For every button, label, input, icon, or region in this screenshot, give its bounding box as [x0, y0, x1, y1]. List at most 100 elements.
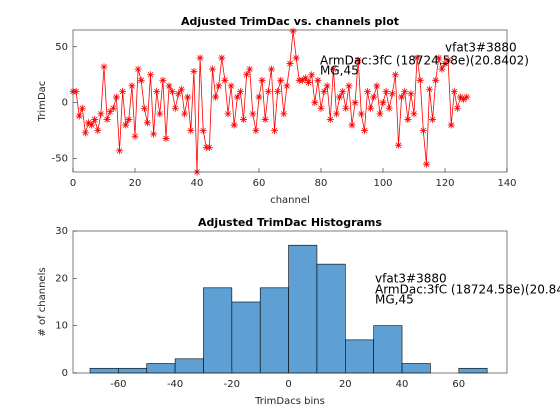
histogram-bar [401, 363, 431, 374]
star-marker [388, 90, 396, 98]
histogram-bar [203, 287, 233, 374]
star-marker [289, 27, 297, 35]
star-marker [91, 115, 99, 123]
star-marker [271, 127, 278, 135]
star-marker [413, 54, 421, 62]
star-marker [444, 56, 452, 64]
star-marker [360, 127, 368, 135]
axes-box [72, 230, 508, 374]
star-marker [97, 110, 105, 118]
star-marker [391, 71, 399, 79]
star-marker [398, 93, 406, 101]
star-marker [419, 127, 427, 135]
star-marker [314, 76, 322, 84]
star-marker [181, 110, 189, 118]
x-tick-label: 40 [191, 178, 204, 189]
star-marker [429, 115, 437, 123]
x-tick-label: 0 [285, 379, 291, 390]
star-marker [280, 110, 288, 118]
star-marker [292, 54, 300, 62]
star-marker [432, 76, 440, 84]
star-marker [333, 110, 340, 118]
star-marker [168, 87, 176, 95]
star-marker [283, 82, 291, 90]
y-axis-label: # of channels [37, 267, 48, 336]
star-marker [404, 115, 412, 123]
x-axis-label: channel [270, 195, 310, 206]
star-marker [205, 143, 213, 151]
star-marker [426, 85, 433, 93]
star-marker [367, 104, 375, 112]
star-marker [311, 99, 319, 107]
star-marker [286, 60, 294, 68]
star-marker [373, 82, 381, 90]
x-tick-label: 60 [253, 178, 266, 189]
star-marker [131, 132, 139, 140]
star-marker [243, 71, 251, 79]
plot-area [73, 30, 507, 172]
y-axis-label: TrimDac [37, 81, 48, 123]
star-marker [246, 65, 254, 73]
star-marker [215, 82, 223, 90]
star-marker [277, 76, 285, 84]
x-tick-label: 100 [373, 178, 392, 189]
star-marker [370, 93, 378, 101]
y-tick-label: 0 [62, 368, 68, 379]
star-marker [308, 71, 316, 79]
star-marker [379, 99, 387, 107]
star-marker [81, 129, 89, 137]
x-tick-label: 40 [396, 379, 409, 390]
star-marker [348, 121, 356, 129]
star-marker [249, 110, 257, 118]
star-marker [72, 87, 80, 95]
star-marker [100, 63, 108, 71]
star-marker [410, 110, 418, 118]
histogram-bar [89, 367, 119, 374]
star-marker [227, 82, 235, 90]
histogram-bar [458, 367, 488, 374]
star-marker [435, 54, 443, 62]
star-marker [224, 110, 232, 118]
star-marker [178, 85, 185, 93]
star-marker [236, 87, 244, 95]
star-marker [150, 130, 158, 138]
star-marker [140, 104, 148, 112]
star-marker [305, 79, 313, 87]
x-tick-label: 140 [497, 178, 516, 189]
x-tick-label: 120 [435, 178, 454, 189]
star-marker [261, 115, 269, 123]
star-marker [376, 110, 384, 118]
star-marker [447, 121, 455, 129]
star-marker [125, 115, 133, 123]
x-tick-label: 20 [339, 379, 352, 390]
star-marker [134, 65, 142, 73]
star-marker [240, 115, 247, 123]
star-marker [320, 87, 328, 95]
star-marker [147, 71, 154, 79]
star-marker [190, 67, 198, 75]
histogram-bar [345, 339, 374, 374]
star-marker [255, 93, 263, 101]
star-marker [416, 76, 424, 84]
star-marker [122, 121, 130, 129]
star-marker [85, 119, 92, 127]
star-marker [364, 87, 371, 95]
star-marker [339, 87, 347, 95]
star-marker [457, 93, 464, 101]
annotation: MG,45 [320, 64, 359, 78]
star-marker [463, 93, 471, 101]
star-marker [385, 104, 393, 112]
y-tick-label: 10 [55, 321, 68, 332]
star-marker [441, 60, 449, 68]
star-marker [323, 82, 331, 90]
star-marker [109, 104, 117, 112]
axes-box [72, 29, 508, 173]
x-tick-label: -40 [167, 379, 183, 390]
star-marker [274, 87, 282, 95]
star-marker [75, 112, 83, 120]
star-marker [119, 87, 127, 95]
star-marker [401, 87, 409, 95]
chart-title: Adjusted TrimDac Histograms [198, 216, 382, 229]
star-marker [78, 104, 86, 112]
